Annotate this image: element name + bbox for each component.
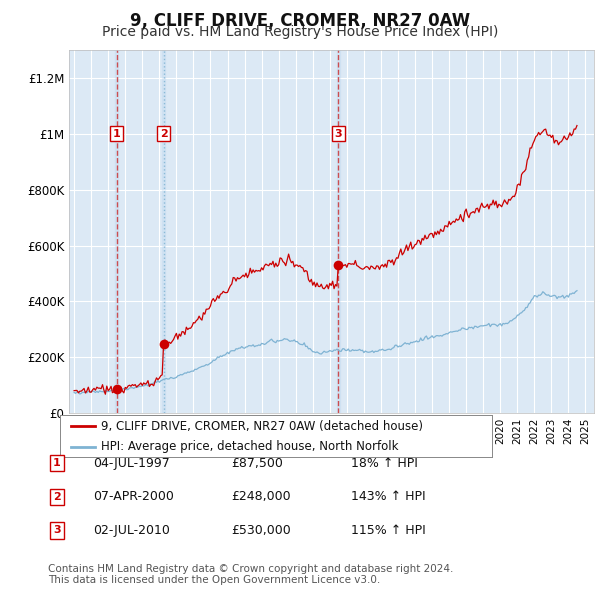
Text: 143% ↑ HPI: 143% ↑ HPI <box>351 490 425 503</box>
Text: £248,000: £248,000 <box>231 490 290 503</box>
Text: £87,500: £87,500 <box>231 457 283 470</box>
Text: 18% ↑ HPI: 18% ↑ HPI <box>351 457 418 470</box>
Text: 04-JUL-1997: 04-JUL-1997 <box>93 457 170 470</box>
Text: 1: 1 <box>53 458 61 468</box>
Text: 115% ↑ HPI: 115% ↑ HPI <box>351 524 426 537</box>
Text: 2: 2 <box>160 129 167 139</box>
Text: HPI: Average price, detached house, North Norfolk: HPI: Average price, detached house, Nort… <box>101 440 398 453</box>
Bar <box>162 50 166 413</box>
Text: 2: 2 <box>53 492 61 502</box>
Text: 3: 3 <box>335 129 342 139</box>
Bar <box>115 50 118 413</box>
Text: £530,000: £530,000 <box>231 524 291 537</box>
Text: 07-APR-2000: 07-APR-2000 <box>93 490 174 503</box>
Text: 1: 1 <box>113 129 121 139</box>
Text: 9, CLIFF DRIVE, CROMER, NR27 0AW (detached house): 9, CLIFF DRIVE, CROMER, NR27 0AW (detach… <box>101 419 423 432</box>
Text: Price paid vs. HM Land Registry's House Price Index (HPI): Price paid vs. HM Land Registry's House … <box>102 25 498 39</box>
Text: 9, CLIFF DRIVE, CROMER, NR27 0AW: 9, CLIFF DRIVE, CROMER, NR27 0AW <box>130 12 470 30</box>
Text: 02-JUL-2010: 02-JUL-2010 <box>93 524 170 537</box>
Text: Contains HM Land Registry data © Crown copyright and database right 2024.
This d: Contains HM Land Registry data © Crown c… <box>48 563 454 585</box>
Bar <box>337 50 340 413</box>
Text: 3: 3 <box>53 526 61 535</box>
